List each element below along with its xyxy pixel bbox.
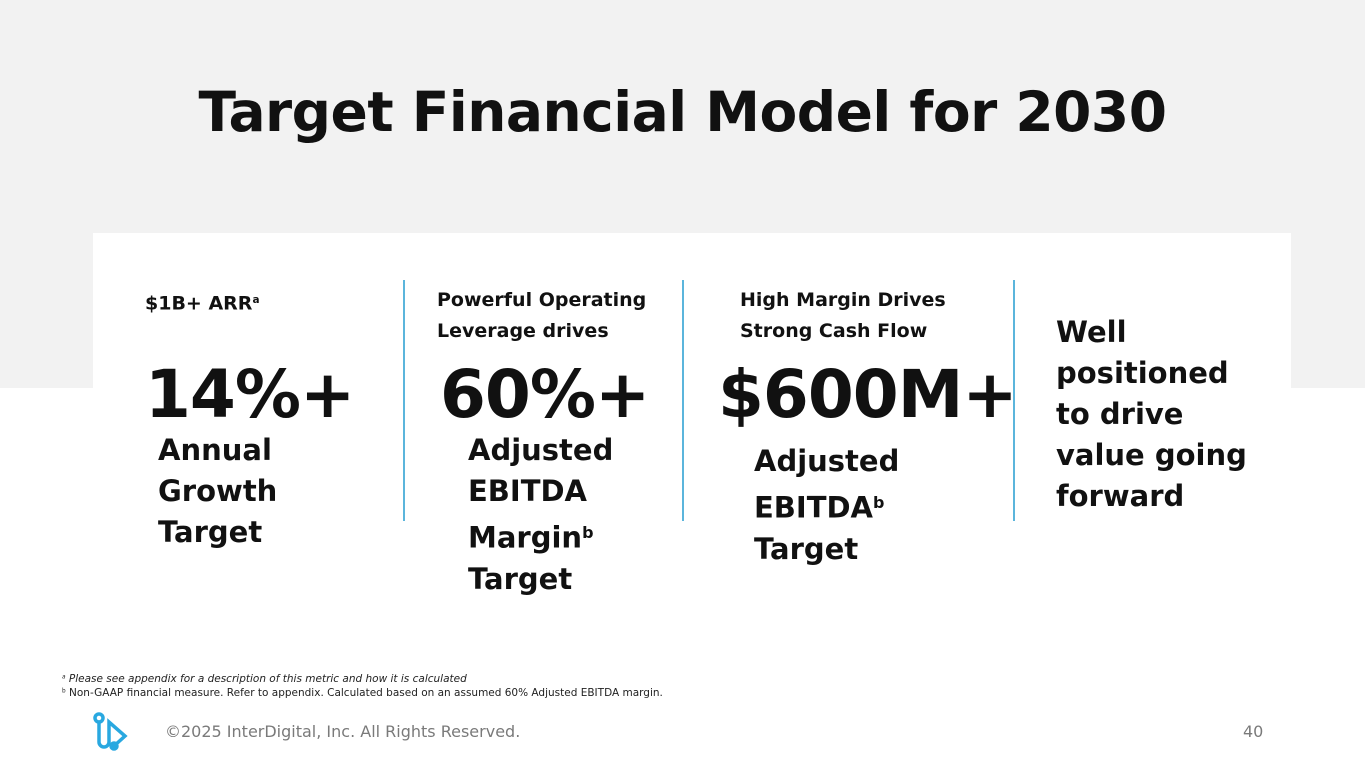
- desc-line: forward: [1056, 479, 1185, 513]
- desc-line: EBITDAb: [754, 482, 899, 529]
- desc-text: Margin: [468, 520, 583, 555]
- desc-line: Growth: [158, 474, 278, 508]
- col1-desc: Annual Growth Target: [158, 430, 277, 553]
- page-number: 40: [1243, 722, 1264, 741]
- desc-text: EBITDA: [754, 490, 874, 525]
- col2-value: 60%+: [440, 356, 650, 433]
- desc-line: Target: [158, 515, 263, 549]
- desc-line: Adjusted: [754, 444, 900, 478]
- label-line: Leverage drives: [437, 320, 609, 342]
- desc-line: positioned: [1056, 356, 1229, 390]
- footnote-mark: a: [62, 674, 66, 681]
- footnote-a: a Please see appendix for a description …: [62, 673, 467, 685]
- footnote-mark: b: [62, 688, 66, 695]
- col4-desc: Well positioned to drive value going for…: [1056, 312, 1247, 517]
- col1-value: 14%+: [145, 356, 355, 433]
- divider: [403, 280, 405, 521]
- footnote-mark: b: [873, 493, 885, 512]
- interdigital-logo-icon: [93, 712, 128, 751]
- desc-line: value going: [1056, 438, 1247, 472]
- footnote-mark: a: [252, 294, 260, 306]
- label-line: Strong Cash Flow: [740, 320, 928, 342]
- col2-label: Powerful Operating Leverage drives: [437, 285, 646, 347]
- desc-line: Well: [1056, 315, 1127, 349]
- desc-line: EBITDA: [468, 474, 588, 508]
- footnote-text: Non-GAAP financial measure. Refer to app…: [69, 687, 663, 699]
- desc-line: Target: [754, 531, 859, 566]
- desc-line: to drive: [1056, 397, 1184, 431]
- col1-label: $1B+ ARRa: [145, 285, 259, 319]
- desc-line: Adjusted: [468, 433, 614, 467]
- desc-line: Marginb: [468, 512, 613, 559]
- content-card: [93, 233, 1291, 653]
- footnote-text: Please see appendix for a description of…: [68, 673, 467, 685]
- col2-desc: Adjusted EBITDA Marginb Target: [468, 430, 613, 600]
- footnote-mark: b: [582, 523, 594, 542]
- col3-label: High Margin Drives Strong Cash Flow: [740, 285, 946, 347]
- divider: [682, 280, 684, 521]
- col3-desc: Adjusted EBITDAb Target: [754, 441, 899, 570]
- label-line: High Margin Drives: [740, 289, 946, 311]
- col3-value: $600M+: [718, 356, 1018, 433]
- col1-label-text: $1B+ ARR: [145, 292, 253, 315]
- page-title: Target Financial Model for 2030: [198, 80, 1167, 144]
- desc-line: Target: [468, 561, 573, 596]
- label-line: Powerful Operating: [437, 289, 647, 311]
- divider: [1013, 280, 1015, 521]
- desc-line: Annual: [158, 433, 272, 467]
- copyright: ©2025 InterDigital, Inc. All Rights Rese…: [165, 722, 521, 741]
- footnote-b: b Non-GAAP financial measure. Refer to a…: [62, 687, 663, 699]
